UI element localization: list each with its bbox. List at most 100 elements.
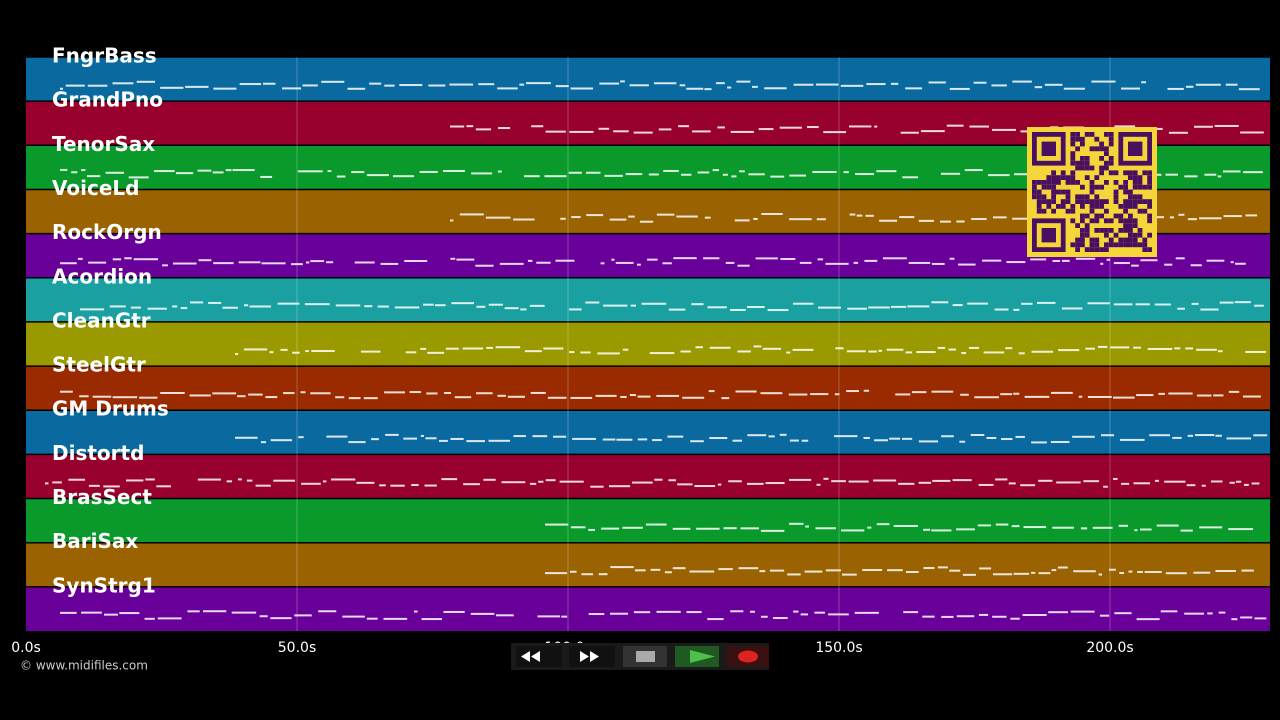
note — [1080, 527, 1088, 530]
note — [291, 263, 303, 266]
qr-cell — [1147, 170, 1152, 176]
note — [1238, 88, 1260, 91]
note — [470, 612, 495, 615]
note — [867, 526, 872, 529]
qr-cell — [1108, 242, 1114, 248]
note — [495, 346, 521, 349]
note — [601, 527, 620, 530]
note — [197, 169, 212, 172]
note — [961, 352, 967, 355]
note — [1012, 217, 1031, 220]
qr-cell — [1147, 180, 1152, 185]
time-tick-label: 50.0s — [278, 640, 316, 656]
note — [1226, 437, 1252, 440]
note — [863, 389, 870, 392]
note — [1113, 303, 1133, 306]
note — [630, 304, 636, 307]
qr-cell — [1036, 189, 1042, 195]
note — [656, 394, 680, 397]
note — [277, 302, 300, 305]
note — [708, 390, 715, 393]
qr-cell — [1084, 223, 1090, 228]
note — [1135, 303, 1150, 306]
note — [746, 482, 764, 485]
qr-cell — [1075, 132, 1080, 137]
note — [1061, 259, 1070, 262]
note — [1113, 262, 1130, 265]
qr-cell — [1084, 194, 1090, 200]
qr-cell — [1089, 132, 1095, 137]
note — [672, 567, 686, 570]
qr-cell — [1142, 242, 1148, 248]
note — [1234, 301, 1251, 304]
qr-cell — [1137, 199, 1143, 204]
note — [864, 259, 878, 262]
play-button[interactable] — [675, 646, 719, 667]
note — [351, 171, 365, 174]
qr-cell — [1080, 237, 1085, 243]
qr-cell — [1123, 228, 1128, 233]
note — [321, 80, 345, 83]
note — [1118, 524, 1128, 527]
forward-button[interactable] — [569, 646, 615, 667]
note — [1154, 479, 1159, 482]
record-button[interactable] — [727, 646, 769, 667]
note — [1213, 394, 1224, 397]
note — [728, 480, 742, 483]
note — [1012, 80, 1032, 83]
note — [632, 481, 653, 484]
note — [807, 126, 819, 129]
note — [801, 439, 809, 442]
record-icon[interactable] — [738, 650, 758, 663]
qr-cell — [1113, 199, 1119, 204]
note — [637, 395, 651, 398]
note — [652, 439, 662, 442]
note — [941, 615, 954, 618]
qr-cell — [1104, 180, 1109, 185]
forward-icon[interactable] — [580, 651, 599, 662]
note — [622, 348, 629, 351]
qr-cell — [1128, 242, 1133, 248]
qr-cell — [1070, 204, 1076, 209]
note — [1113, 477, 1118, 480]
note — [420, 434, 424, 437]
note — [380, 262, 399, 265]
note — [779, 433, 787, 436]
note — [923, 567, 935, 570]
qr-cell — [1094, 136, 1100, 142]
note — [793, 83, 814, 86]
note — [964, 169, 983, 172]
note — [588, 613, 605, 616]
note — [734, 219, 750, 222]
note — [841, 573, 857, 576]
note — [311, 350, 335, 353]
note — [92, 395, 112, 398]
note — [749, 610, 755, 613]
note — [991, 128, 1016, 131]
stop-button[interactable] — [623, 646, 667, 667]
note — [762, 347, 782, 350]
stop-icon[interactable] — [636, 651, 655, 662]
qr-cell — [1123, 223, 1128, 228]
rewind-icon[interactable] — [521, 651, 540, 662]
note — [995, 523, 1009, 526]
note — [529, 482, 537, 485]
note — [982, 259, 1002, 262]
note — [427, 351, 445, 354]
note — [310, 260, 325, 263]
qr-cell — [1108, 141, 1114, 147]
note — [760, 529, 785, 532]
note — [1210, 480, 1223, 483]
play-icon[interactable] — [690, 650, 715, 663]
note — [703, 257, 720, 260]
note — [991, 84, 1007, 87]
rewind-button[interactable] — [516, 646, 562, 667]
note — [814, 611, 825, 614]
qr-cell — [1051, 199, 1056, 204]
note — [604, 174, 623, 177]
qr-cell — [1070, 141, 1076, 147]
note — [849, 125, 872, 128]
note — [1200, 308, 1219, 311]
note — [654, 478, 663, 481]
